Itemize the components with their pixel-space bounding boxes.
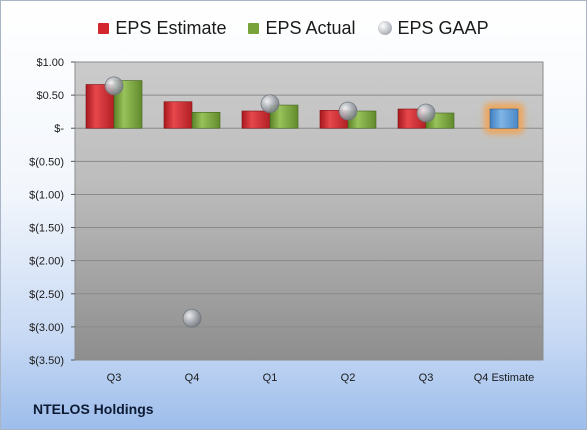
- bar-eps-actual: [269, 104, 299, 129]
- y-tick-label: $1.00: [36, 57, 64, 69]
- x-tick-label: Q4: [185, 372, 200, 384]
- point-eps-gaap: [338, 101, 358, 121]
- bar-eps-estimate-forecast: [489, 108, 519, 129]
- gaap-points: [104, 76, 436, 328]
- y-tick-label: $(3.00): [29, 322, 64, 334]
- y-axis: $1.00 $0.50 $- $(0.50) $(1.00) $(1.50) $(2.00)…: [29, 57, 75, 367]
- x-tick-label: Q4 Estimate: [474, 372, 535, 384]
- legend-item-actual: EPS Actual: [248, 17, 356, 39]
- gridlines: [75, 61, 543, 361]
- legend-swatch-actual: [248, 22, 260, 34]
- bar-eps-actual: [191, 112, 221, 129]
- bar-eps-estimate: [163, 101, 193, 129]
- point-eps-gaap: [104, 76, 124, 96]
- legend-label-gaap: EPS GAAP: [397, 17, 489, 38]
- legend-label-actual: EPS Actual: [265, 17, 356, 38]
- y-tick-label: $(2.50): [29, 289, 64, 301]
- y-tick-label: $(3.50): [29, 355, 64, 367]
- y-tick-label: $(0.50): [29, 156, 64, 168]
- point-eps-gaap: [260, 94, 280, 114]
- point-eps-gaap: [416, 103, 436, 123]
- y-tick-label: $(1.50): [29, 223, 64, 235]
- x-tick-label: Q1: [263, 372, 278, 384]
- x-axis: Q3 Q4 Q1 Q2 Q3 Q4 Estimate: [107, 372, 535, 384]
- y-tick-label: $(1.00): [29, 189, 64, 201]
- x-tick-label: Q2: [341, 372, 356, 384]
- legend: EPS Estimate EPS Actual EPS GAAP: [0, 14, 587, 42]
- y-tick-label: $0.50: [36, 90, 64, 102]
- legend-label-estimate: EPS Estimate: [115, 17, 227, 38]
- y-tick-label: $(2.00): [29, 256, 64, 268]
- legend-item-gaap: EPS GAAP: [377, 17, 489, 39]
- legend-item-estimate: EPS Estimate: [98, 18, 226, 39]
- legend-swatch-gaap: [377, 21, 392, 35]
- x-tick-label: Q3: [419, 372, 434, 384]
- bars: [85, 80, 524, 135]
- company-name: NTELOS Holdings: [33, 401, 154, 417]
- x-tick-label: Q3: [107, 372, 122, 384]
- y-tick-label: $-: [54, 123, 64, 135]
- plot-area: [74, 61, 544, 361]
- bar-eps-estimate: [241, 110, 271, 129]
- legend-swatch-estimate: [98, 22, 110, 34]
- point-eps-gaap: [182, 308, 202, 328]
